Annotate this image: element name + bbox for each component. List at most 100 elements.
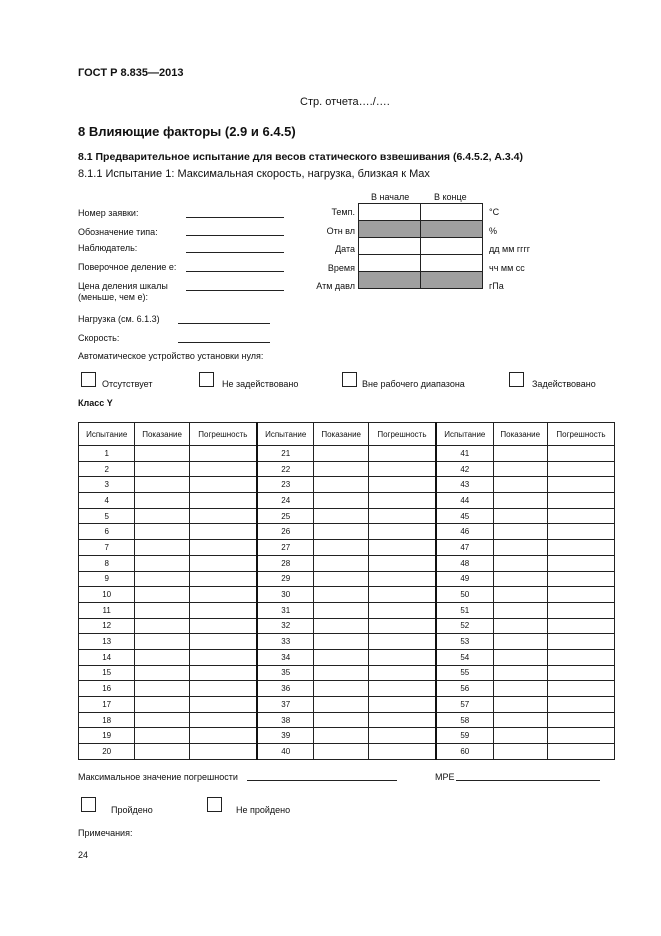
error-cell[interactable] [546,507,616,525]
indication-cell[interactable] [492,554,548,572]
indication-cell[interactable] [492,680,548,697]
error-cell[interactable] [367,727,437,745]
condition-cell[interactable] [358,203,421,221]
load-field[interactable] [178,323,270,324]
error-cell[interactable] [188,476,258,494]
condition-cell[interactable] [358,254,421,272]
error-cell[interactable] [367,664,437,682]
indication-cell[interactable] [492,523,548,541]
indication-cell[interactable] [492,586,548,603]
error-cell[interactable] [367,523,437,541]
speed-field[interactable] [178,342,270,343]
error-cell[interactable] [546,539,616,556]
error-cell[interactable] [188,445,258,462]
error-cell[interactable] [546,523,616,541]
indication-cell[interactable] [313,539,369,556]
indication-cell[interactable] [313,617,369,635]
indication-cell[interactable] [313,445,369,462]
error-cell[interactable] [546,586,616,603]
error-cell[interactable] [546,445,616,462]
indication-cell[interactable] [313,664,369,682]
indication-cell[interactable] [313,633,369,650]
indication-cell[interactable] [134,445,190,462]
indication-cell[interactable] [134,586,190,603]
error-cell[interactable] [546,664,616,682]
error-cell[interactable] [546,570,616,588]
indication-cell[interactable] [492,711,548,729]
indication-cell[interactable] [492,539,548,556]
checkbox-failed[interactable] [207,797,222,812]
error-cell[interactable] [188,633,258,650]
checkbox-not-engaged[interactable] [199,372,214,387]
error-cell[interactable] [367,696,437,713]
indication-cell[interactable] [492,460,548,478]
indication-cell[interactable] [134,476,190,494]
indication-cell[interactable] [134,492,190,509]
indication-cell[interactable] [313,492,369,509]
error-cell[interactable] [546,711,616,729]
verification-interval-field[interactable] [186,271,284,272]
error-cell[interactable] [188,648,258,666]
indication-cell[interactable] [134,601,190,619]
error-cell[interactable] [546,680,616,697]
indication-cell[interactable] [134,743,190,760]
error-cell[interactable] [367,507,437,525]
error-cell[interactable] [188,492,258,509]
indication-cell[interactable] [313,743,369,760]
error-cell[interactable] [367,743,437,760]
error-cell[interactable] [367,680,437,697]
error-cell[interactable] [188,554,258,572]
error-cell[interactable] [367,586,437,603]
indication-cell[interactable] [313,507,369,525]
indication-cell[interactable] [134,727,190,745]
indication-cell[interactable] [134,570,190,588]
indication-cell[interactable] [313,570,369,588]
error-cell[interactable] [188,727,258,745]
error-cell[interactable] [367,460,437,478]
error-cell[interactable] [546,648,616,666]
error-cell[interactable] [546,743,616,760]
error-cell[interactable] [546,633,616,650]
indication-cell[interactable] [313,727,369,745]
condition-cell[interactable] [358,237,421,255]
indication-cell[interactable] [313,696,369,713]
condition-cell[interactable] [420,254,483,272]
checkbox-out-of-range[interactable] [342,372,357,387]
error-cell[interactable] [188,570,258,588]
indication-cell[interactable] [313,554,369,572]
indication-cell[interactable] [492,476,548,494]
error-cell[interactable] [188,664,258,682]
error-cell[interactable] [546,554,616,572]
error-cell[interactable] [367,554,437,572]
indication-cell[interactable] [313,460,369,478]
indication-cell[interactable] [313,680,369,697]
indication-cell[interactable] [313,711,369,729]
indication-cell[interactable] [313,586,369,603]
indication-cell[interactable] [134,523,190,541]
error-cell[interactable] [188,617,258,635]
error-cell[interactable] [367,476,437,494]
indication-cell[interactable] [134,648,190,666]
error-cell[interactable] [188,507,258,525]
indication-cell[interactable] [492,633,548,650]
error-cell[interactable] [546,727,616,745]
error-cell[interactable] [367,570,437,588]
error-cell[interactable] [188,680,258,697]
indication-cell[interactable] [134,507,190,525]
indication-cell[interactable] [492,492,548,509]
error-cell[interactable] [367,445,437,462]
scale-interval-field[interactable] [186,290,284,291]
observer-field[interactable] [186,252,284,253]
indication-cell[interactable] [134,711,190,729]
indication-cell[interactable] [492,570,548,588]
indication-cell[interactable] [492,507,548,525]
indication-cell[interactable] [134,664,190,682]
error-cell[interactable] [188,696,258,713]
indication-cell[interactable] [134,680,190,697]
indication-cell[interactable] [492,601,548,619]
condition-cell[interactable] [358,220,421,238]
indication-cell[interactable] [492,696,548,713]
error-cell[interactable] [546,476,616,494]
indication-cell[interactable] [492,648,548,666]
condition-cell[interactable] [420,220,483,238]
